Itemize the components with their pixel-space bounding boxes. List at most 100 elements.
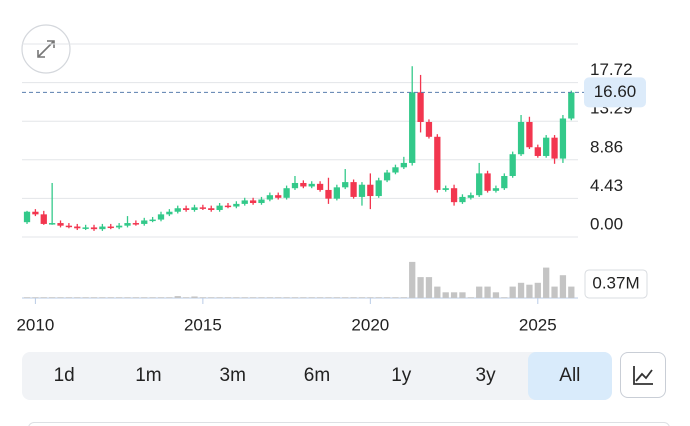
volume-bar — [224, 297, 232, 298]
volume-tag — [584, 269, 648, 299]
candle-body — [375, 180, 382, 197]
candle-body — [484, 173, 491, 191]
candle-body — [333, 187, 340, 199]
candle-body — [551, 137, 558, 159]
candle-body — [459, 196, 466, 203]
candle-body — [241, 200, 248, 204]
last-price-label: 16.60 — [594, 82, 637, 101]
volume-bar — [383, 297, 391, 298]
volume-bar — [467, 297, 474, 298]
range-button[interactable]: 3m — [219, 365, 246, 386]
candle-body — [559, 118, 567, 159]
volume-bar — [149, 297, 156, 298]
volume-bar — [40, 297, 47, 298]
volume-bar — [425, 277, 433, 298]
candle-body — [543, 137, 550, 156]
candle-body — [568, 92, 575, 119]
candle-body — [476, 173, 483, 196]
volume-bar — [417, 277, 424, 298]
candle-body — [90, 227, 98, 230]
expand-button[interactable] — [21, 24, 71, 74]
candle-body — [492, 188, 500, 191]
range-button[interactable]: 1y — [391, 365, 412, 386]
chart-type-button[interactable] — [620, 352, 666, 398]
candle-body — [467, 195, 474, 198]
candle-body — [383, 172, 391, 181]
y-tick-label: 0.00 — [590, 214, 623, 233]
candle-body — [157, 214, 165, 220]
candle-body — [442, 188, 449, 190]
volume-bar — [501, 297, 508, 298]
candle-body — [425, 121, 433, 137]
volume-bar — [216, 297, 223, 298]
candle-body — [149, 219, 156, 222]
last-price-tag — [584, 77, 646, 108]
candle-body — [367, 184, 374, 197]
volume-bar — [350, 297, 357, 298]
chart-type-icon — [633, 366, 653, 385]
candle-body — [308, 183, 315, 187]
candle-body — [23, 211, 31, 223]
volume-bar — [333, 297, 340, 298]
candle-body — [174, 208, 181, 212]
candle-body — [49, 223, 56, 225]
candle-body — [182, 208, 190, 210]
volume-bar — [434, 286, 441, 298]
candle-body — [132, 223, 140, 225]
volume-bar — [32, 297, 39, 298]
candle-body — [249, 200, 257, 204]
volume-bar — [375, 297, 382, 298]
volume-bar — [559, 275, 567, 298]
candle-body — [392, 167, 399, 173]
candle-body — [216, 205, 223, 210]
range-button[interactable]: 6m — [303, 365, 331, 386]
volume-bar — [157, 297, 165, 298]
volume-bar — [49, 297, 56, 298]
volume-bar — [199, 297, 207, 298]
candle-body — [534, 147, 541, 156]
candle-body — [417, 92, 424, 122]
candle-body — [57, 223, 64, 226]
volume-bar — [241, 297, 248, 298]
volume-bar — [476, 286, 483, 298]
candle-body — [342, 182, 349, 188]
y-tick-label: 4.43 — [590, 176, 623, 195]
volume-bar — [182, 297, 190, 298]
candle-body — [526, 121, 533, 148]
volume-bar — [275, 297, 282, 298]
candle-body — [434, 136, 441, 190]
volume-bar — [409, 261, 416, 298]
volume-bar — [115, 297, 123, 298]
volume-bar — [492, 292, 500, 298]
volume-bar — [174, 296, 181, 298]
range-button[interactable]: 1m — [135, 365, 162, 386]
range-button[interactable]: 3y — [475, 365, 496, 386]
candle-body — [275, 195, 282, 198]
candle-body — [233, 203, 240, 207]
x-tick-label: 2015 — [184, 315, 222, 334]
volume-bar — [74, 297, 81, 298]
volume-bar — [316, 297, 324, 298]
candle-body — [258, 199, 265, 204]
candle-body — [325, 189, 332, 199]
volume-bar — [166, 297, 173, 298]
volume-bar — [291, 297, 299, 298]
candle-body — [115, 225, 123, 228]
candle-body — [82, 227, 89, 229]
volume-bar — [99, 297, 106, 298]
volume-bar — [400, 297, 407, 298]
volume-bar — [90, 297, 98, 298]
range-button[interactable]: 1d — [53, 365, 75, 386]
candle-body — [400, 162, 407, 168]
volume-bar — [459, 292, 466, 298]
volume-bar — [543, 267, 550, 298]
candle-body — [350, 182, 357, 197]
candle-body — [517, 121, 525, 155]
volume-bar — [534, 282, 541, 298]
range-selector: 1d 1m 3m 6m 1y 3y All — [22, 352, 612, 400]
volume-bar — [358, 297, 366, 298]
volume-bar — [450, 292, 458, 298]
volume-bar — [551, 286, 558, 298]
range-button[interactable]: All — [527, 352, 612, 400]
